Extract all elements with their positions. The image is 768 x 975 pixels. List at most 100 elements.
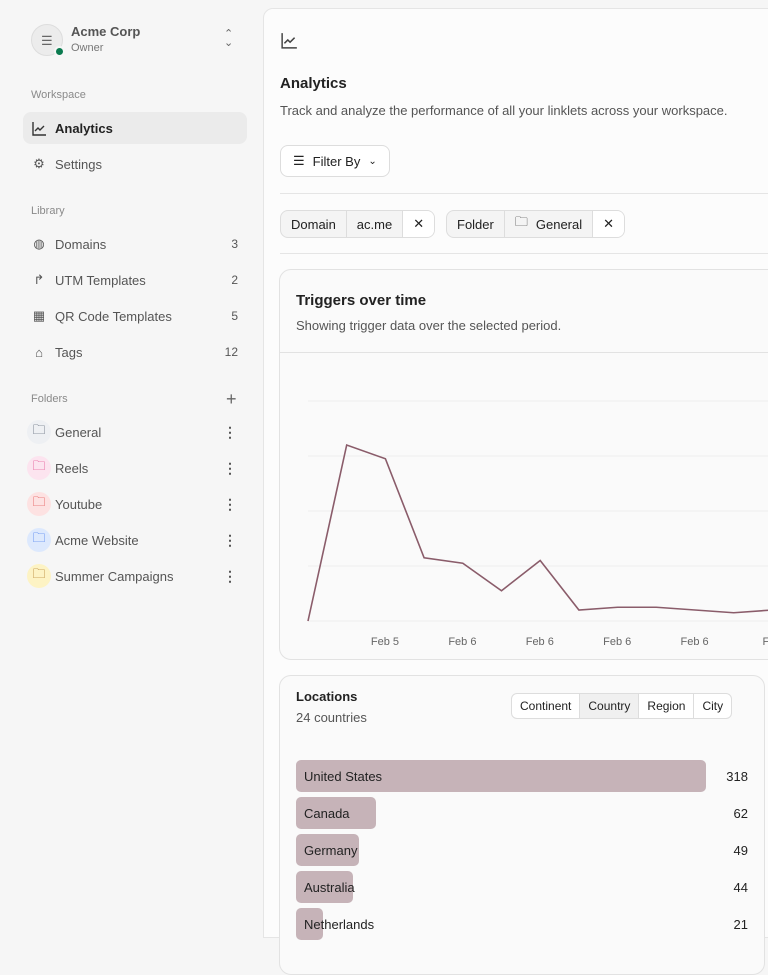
sidebar-item-label: Tags: [55, 345, 82, 360]
chevron-up-down-icon: ⌃⌄: [224, 30, 233, 48]
sidebar: ☰ Acme Corp Owner ⌃⌄ Workspace Analytics…: [0, 0, 262, 920]
x-tick-label: Feb 6: [603, 636, 631, 648]
qr-code-icon: ▦: [31, 308, 47, 324]
sidebar-item-qr-code-templates[interactable]: ▦ QR Code Templates 5: [23, 300, 247, 332]
folder-icon: 🗀: [27, 492, 51, 516]
sidebar-item-label: Analytics: [55, 121, 113, 136]
folder-label: Summer Campaigns: [55, 569, 174, 584]
avatar: ☰: [31, 24, 63, 56]
folder-icon: 🗀: [27, 564, 51, 588]
filter-value[interactable]: 🗀 General: [505, 211, 593, 237]
more-options-icon[interactable]: ⋮: [223, 568, 237, 585]
card-title: Triggers over time: [296, 292, 426, 309]
tag-icon: ⌂: [31, 344, 47, 360]
account-switcher[interactable]: ☰ Acme Corp Owner ⌃⌄: [31, 24, 251, 58]
tab-country[interactable]: Country: [580, 694, 639, 718]
location-label: Canada: [304, 806, 350, 821]
x-tick-label: Feb 6: [526, 636, 554, 648]
tab-city[interactable]: City: [694, 694, 731, 718]
sidebar-folder-acme-website[interactable]: 🗀 Acme Website ⋮: [23, 524, 247, 556]
share-arrow-icon: ↱: [31, 272, 47, 288]
location-label: Australia: [304, 880, 355, 895]
section-library: Library: [31, 205, 65, 217]
triggers-line-chart: Feb 5 Feb 6 Feb 6 Feb 6 Feb 6 Feb: [280, 353, 768, 653]
sidebar-folder-youtube[interactable]: 🗀 Youtube ⋮: [23, 488, 247, 520]
tab-region[interactable]: Region: [639, 694, 694, 718]
sidebar-folder-general[interactable]: 🗀 General ⋮: [23, 416, 247, 448]
sidebar-item-label: QR Code Templates: [55, 309, 172, 324]
folder-label: Acme Website: [55, 533, 139, 548]
stack-icon: ☰: [41, 33, 53, 49]
page-subtitle: Track and analyze the performance of all…: [280, 103, 728, 118]
x-tick-label: Feb 6: [448, 636, 476, 648]
folder-label: Reels: [55, 461, 88, 476]
folder-icon: 🗀: [27, 528, 51, 552]
divider: [280, 193, 768, 194]
count-badge: 5: [231, 309, 238, 323]
location-value: 21: [734, 917, 748, 932]
location-value: 49: [734, 843, 748, 858]
x-tick-label: Feb 5: [371, 636, 399, 648]
main-panel: Analytics Track and analyze the performa…: [263, 8, 768, 938]
filter-value-text: General: [536, 217, 582, 232]
sidebar-item-analytics[interactable]: Analytics: [23, 112, 247, 144]
triggers-card: Triggers over time Showing trigger data …: [279, 269, 768, 660]
folder-icon: 🗀: [27, 420, 51, 444]
add-folder-button[interactable]: +: [226, 389, 237, 410]
more-options-icon[interactable]: ⋮: [223, 424, 237, 441]
chevron-down-icon: ⌄: [368, 156, 376, 167]
location-row[interactable]: Netherlands 21: [296, 908, 748, 940]
folder-label: General: [55, 425, 101, 440]
more-options-icon[interactable]: ⋮: [223, 496, 237, 513]
section-folders: Folders: [31, 393, 68, 405]
filter-label: Filter By: [313, 154, 361, 169]
locations-card: Locations 24 countries Continent Country…: [279, 675, 765, 975]
folder-icon: 🗀: [27, 456, 51, 480]
sidebar-item-settings[interactable]: ⚙ Settings: [23, 148, 247, 180]
card-subtitle: 24 countries: [296, 710, 367, 725]
sidebar-folder-summer-campaigns[interactable]: 🗀 Summer Campaigns ⋮: [23, 560, 247, 592]
chart-line-icon: [281, 32, 298, 54]
location-row[interactable]: United States 318: [296, 760, 748, 792]
tab-continent[interactable]: Continent: [512, 694, 580, 718]
sidebar-item-utm-templates[interactable]: ↱ UTM Templates 2: [23, 264, 247, 296]
remove-filter-button[interactable]: ✕: [403, 211, 434, 237]
folder-label: Youtube: [55, 497, 102, 512]
x-tick-label: Feb: [763, 636, 768, 648]
sidebar-folder-reels[interactable]: 🗀 Reels ⋮: [23, 452, 247, 484]
count-badge: 3: [231, 237, 238, 251]
folder-icon: 🗀: [515, 213, 528, 235]
location-label: Germany: [304, 843, 357, 858]
location-value: 318: [726, 769, 748, 784]
filter-value[interactable]: ac.me: [347, 211, 403, 237]
location-label: Netherlands: [304, 917, 374, 932]
card-title: Locations: [296, 689, 357, 704]
sidebar-item-label: Domains: [55, 237, 106, 252]
divider: [280, 253, 768, 254]
location-row[interactable]: Germany 49: [296, 834, 748, 866]
location-granularity-tabs: Continent Country Region City: [511, 693, 732, 719]
location-label: United States: [304, 769, 382, 784]
count-badge: 2: [231, 273, 238, 287]
filter-by-button[interactable]: ☰Filter By⌄: [280, 145, 390, 177]
remove-filter-button[interactable]: ✕: [593, 211, 624, 237]
sidebar-item-domains[interactable]: ◍ Domains 3: [23, 228, 247, 260]
filter-chip-folder: Folder🗀General✕: [446, 210, 625, 238]
count-badge: 12: [225, 345, 238, 359]
chart-line-icon: [31, 120, 47, 136]
page-title: Analytics: [280, 75, 347, 92]
x-tick-label: Feb 6: [681, 636, 709, 648]
more-options-icon[interactable]: ⋮: [223, 460, 237, 477]
sidebar-item-tags[interactable]: ⌂ Tags 12: [23, 336, 247, 368]
card-subtitle: Showing trigger data over the selected p…: [296, 318, 561, 333]
gear-icon: ⚙: [31, 156, 47, 172]
sidebar-item-label: Settings: [55, 157, 102, 172]
account-role: Owner: [71, 42, 103, 54]
account-name: Acme Corp: [71, 24, 140, 39]
sidebar-item-label: UTM Templates: [55, 273, 146, 288]
globe-icon: ◍: [31, 236, 47, 252]
more-options-icon[interactable]: ⋮: [223, 532, 237, 549]
